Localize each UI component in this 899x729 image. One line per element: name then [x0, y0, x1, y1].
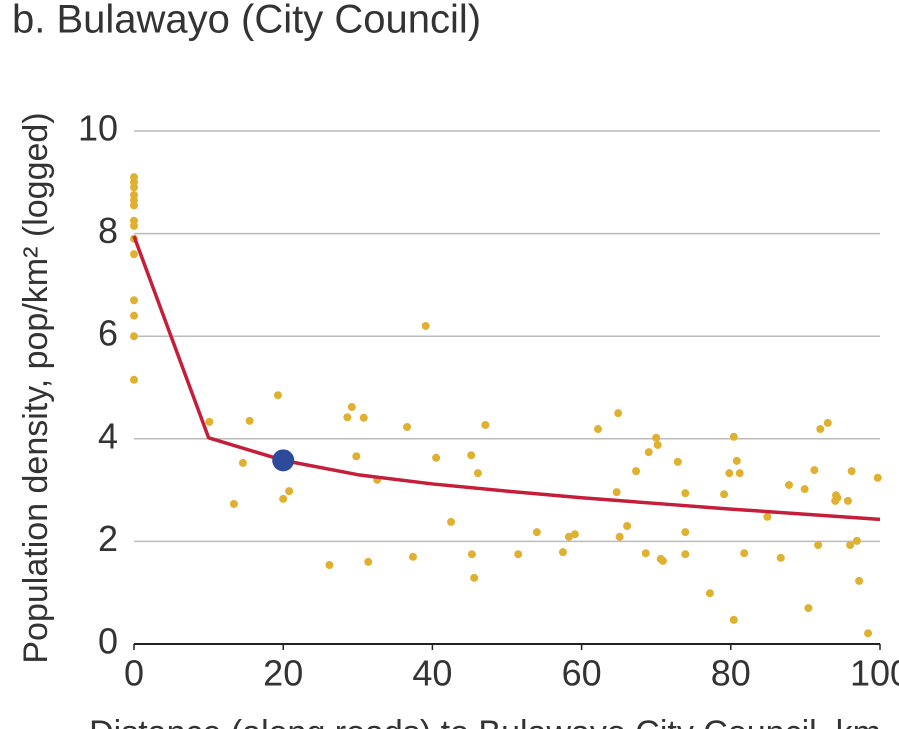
data-point — [673, 457, 682, 466]
y-tick-label: 2 — [98, 518, 118, 559]
x-tick-label: 80 — [711, 653, 751, 694]
data-point — [681, 528, 690, 537]
data-point — [615, 532, 624, 541]
data-point — [470, 573, 479, 582]
data-point — [532, 528, 541, 537]
data-point — [564, 532, 573, 541]
chart-title: b. Bulawayo (City Council) — [12, 0, 481, 42]
data-point — [846, 540, 855, 549]
data-point — [347, 402, 356, 411]
data-point — [352, 452, 361, 461]
data-point — [847, 467, 856, 476]
data-point — [614, 409, 623, 418]
x-tick-label: 40 — [412, 653, 452, 694]
data-point — [238, 458, 247, 467]
data-point — [130, 375, 138, 384]
data-point — [641, 549, 650, 558]
data-point — [285, 487, 294, 496]
data-point — [652, 433, 661, 442]
data-point — [705, 589, 714, 598]
data-point — [467, 451, 476, 460]
data-point — [130, 250, 138, 259]
data-point — [623, 522, 632, 531]
data-point — [514, 550, 523, 559]
data-point — [612, 488, 621, 497]
data-point — [130, 311, 138, 320]
y-tick-label: 10 — [78, 108, 118, 149]
y-axis-label: Population density, pop/km² (logged) — [17, 112, 55, 663]
data-point — [130, 221, 138, 230]
data-point — [409, 552, 418, 561]
y-tick-label: 8 — [98, 210, 118, 251]
data-point — [735, 469, 744, 478]
y-tick-label: 4 — [98, 415, 118, 456]
data-point — [481, 420, 490, 429]
data-point — [205, 417, 214, 426]
data-point — [447, 517, 456, 526]
data-point — [644, 448, 653, 457]
data-point — [467, 550, 476, 559]
y-tick-label: 6 — [98, 313, 118, 354]
data-point — [729, 432, 738, 441]
data-point — [653, 440, 662, 449]
data-point — [658, 556, 667, 565]
data-point — [229, 499, 238, 508]
data-point — [473, 469, 482, 478]
data-point — [873, 473, 882, 482]
data-point — [814, 540, 823, 549]
data-point — [823, 418, 832, 427]
data-point — [833, 493, 842, 502]
data-point — [364, 557, 373, 566]
data-point — [359, 413, 368, 422]
data-point — [816, 425, 825, 434]
highlight-point — [272, 449, 295, 472]
y-tick-label: 0 — [98, 621, 118, 662]
data-point — [810, 466, 819, 475]
data-point — [740, 549, 749, 558]
data-point — [343, 413, 352, 422]
data-point — [855, 576, 864, 585]
x-tick-label: 0 — [124, 653, 144, 694]
data-point — [843, 496, 852, 505]
x-tick-label: 60 — [562, 653, 602, 694]
data-point — [681, 489, 690, 498]
data-point — [732, 456, 741, 465]
data-point — [558, 548, 567, 557]
data-point — [804, 604, 813, 613]
data-point — [130, 183, 138, 192]
data-point — [681, 550, 690, 559]
x-tick-label: 20 — [263, 653, 303, 694]
data-point — [763, 512, 772, 521]
data-point — [784, 480, 793, 489]
data-point — [720, 490, 729, 499]
data-point — [403, 423, 412, 432]
data-point — [130, 332, 138, 341]
data-point — [725, 469, 734, 478]
data-point — [432, 453, 441, 462]
data-point — [594, 425, 603, 434]
data-point — [130, 296, 138, 305]
data-point — [570, 530, 579, 539]
data-point — [776, 553, 785, 562]
data-point — [852, 536, 861, 545]
data-point — [729, 615, 738, 624]
data-point — [130, 201, 138, 210]
data-point — [273, 391, 282, 400]
x-axis-label: Distance (along roads) to Bulawayo City … — [89, 714, 881, 729]
fit-line — [132, 235, 881, 522]
data-point — [800, 485, 809, 494]
data-point — [279, 494, 288, 503]
data-point — [421, 321, 430, 330]
data-point — [325, 560, 334, 569]
data-point — [632, 467, 641, 476]
data-point — [864, 629, 873, 638]
x-tick-label: 100 — [850, 653, 899, 694]
data-point — [245, 416, 254, 425]
